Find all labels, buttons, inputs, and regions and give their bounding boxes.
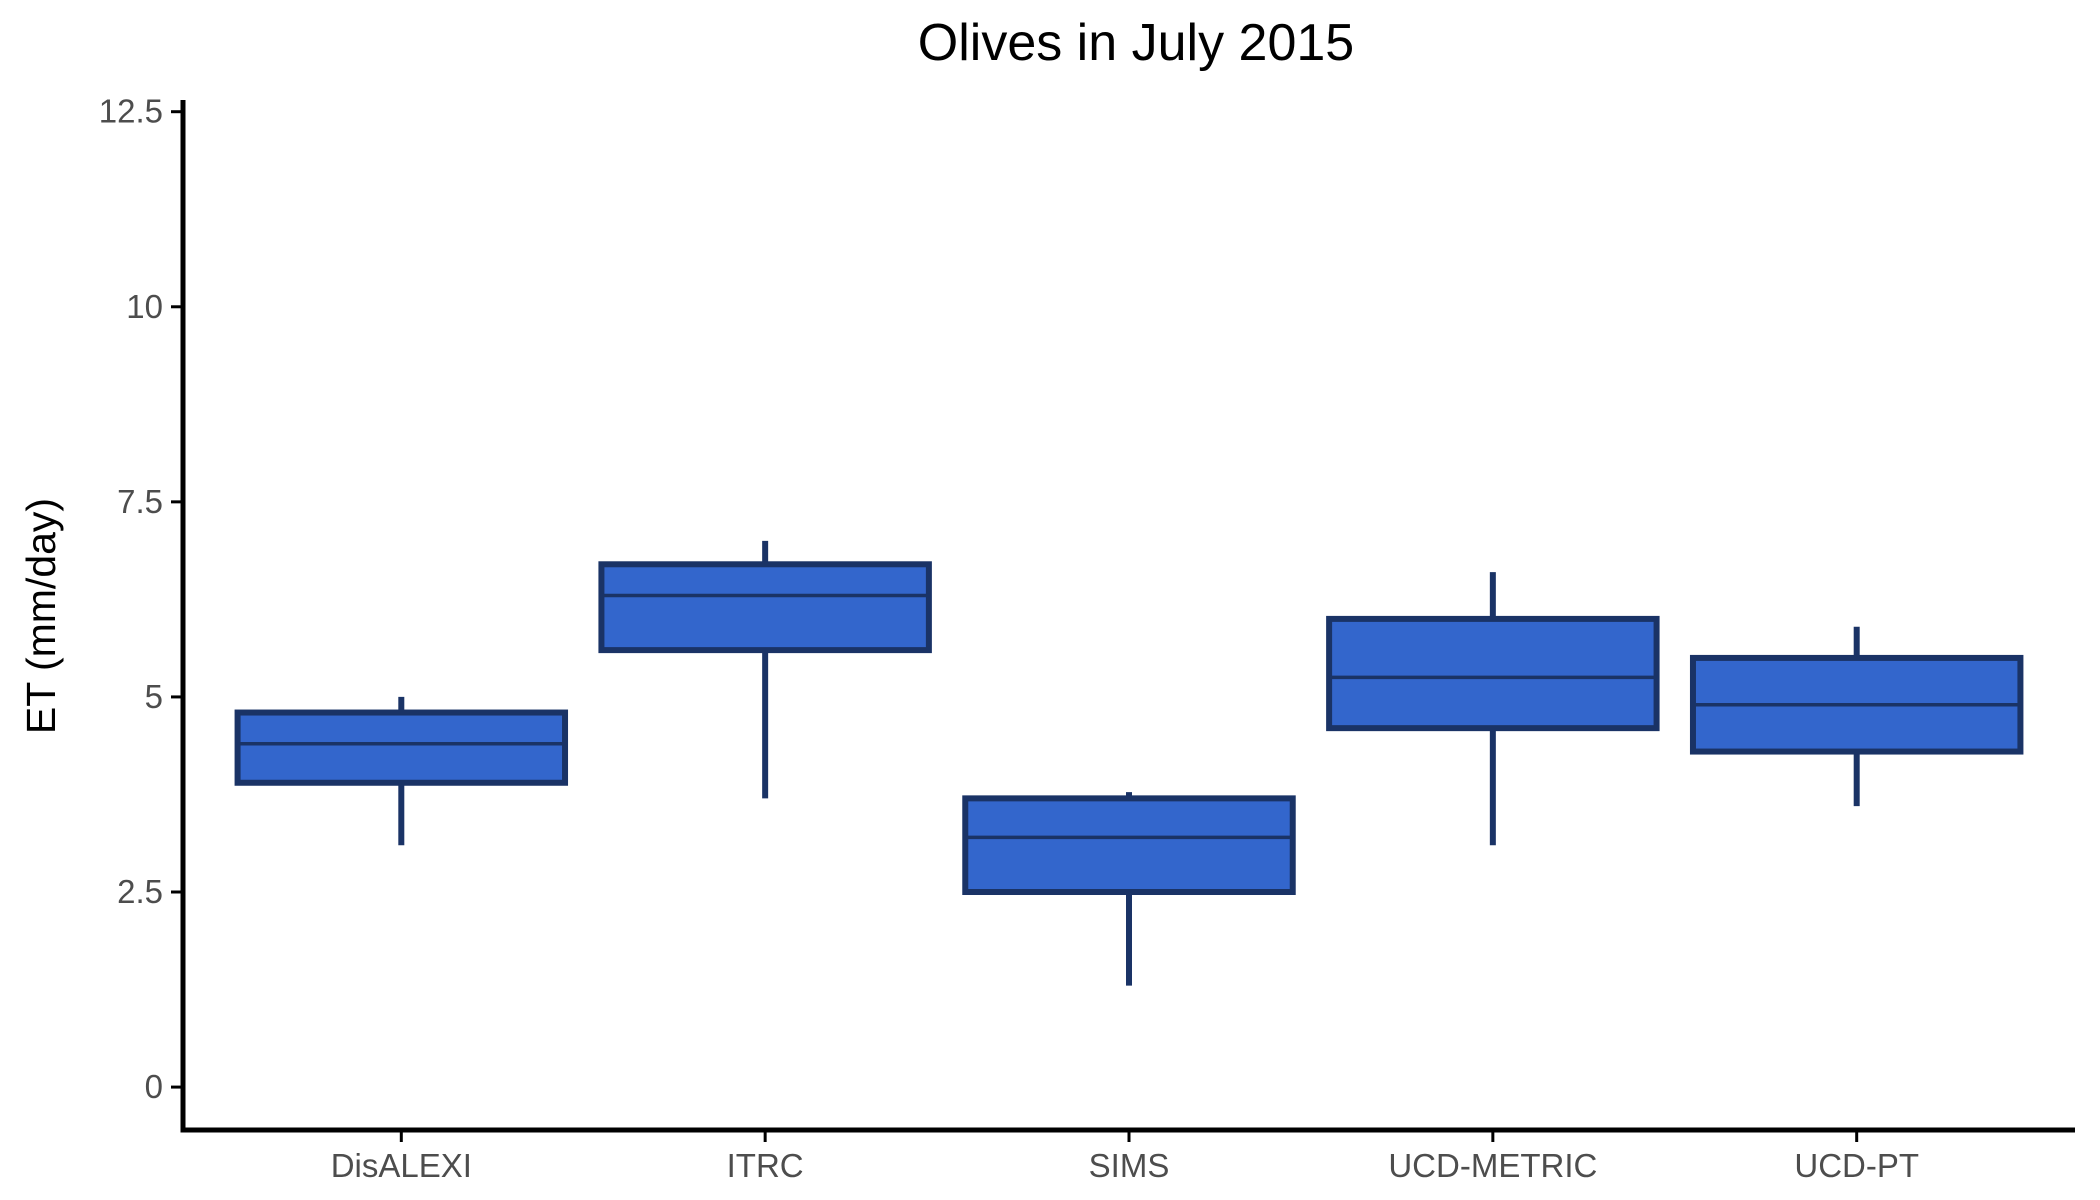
y-axis-label: ET (mm/day) — [18, 498, 64, 734]
box-disalexi — [234, 709, 569, 786]
y-tick-label: 5 — [145, 678, 163, 715]
y-tick-label: 10 — [126, 288, 163, 325]
x-tick-label: DisALEXI — [331, 1147, 472, 1184]
box-sims — [962, 795, 1296, 896]
y-tick-label: 2.5 — [117, 873, 163, 910]
x-tick-label: SIMS — [1089, 1147, 1170, 1184]
box-itrc — [598, 561, 932, 654]
chart-title: Olives in July 2015 — [918, 14, 1354, 72]
x-tick-label: UCD-PT — [1794, 1147, 1919, 1184]
y-tick-label: 7.5 — [117, 483, 163, 520]
x-tick-label: ITRC — [727, 1147, 804, 1184]
y-tick-label: 0 — [145, 1068, 163, 1105]
box-ucd-metric — [1326, 615, 1660, 732]
plot-area: 0 2.5 5 7.5 10 12.5 DisALEXI ITRC SIMS UCD-METRIC… — [99, 93, 2075, 1184]
y-tick-label: 12.5 — [99, 93, 163, 130]
x-tick-label: UCD-METRIC — [1388, 1147, 1597, 1184]
